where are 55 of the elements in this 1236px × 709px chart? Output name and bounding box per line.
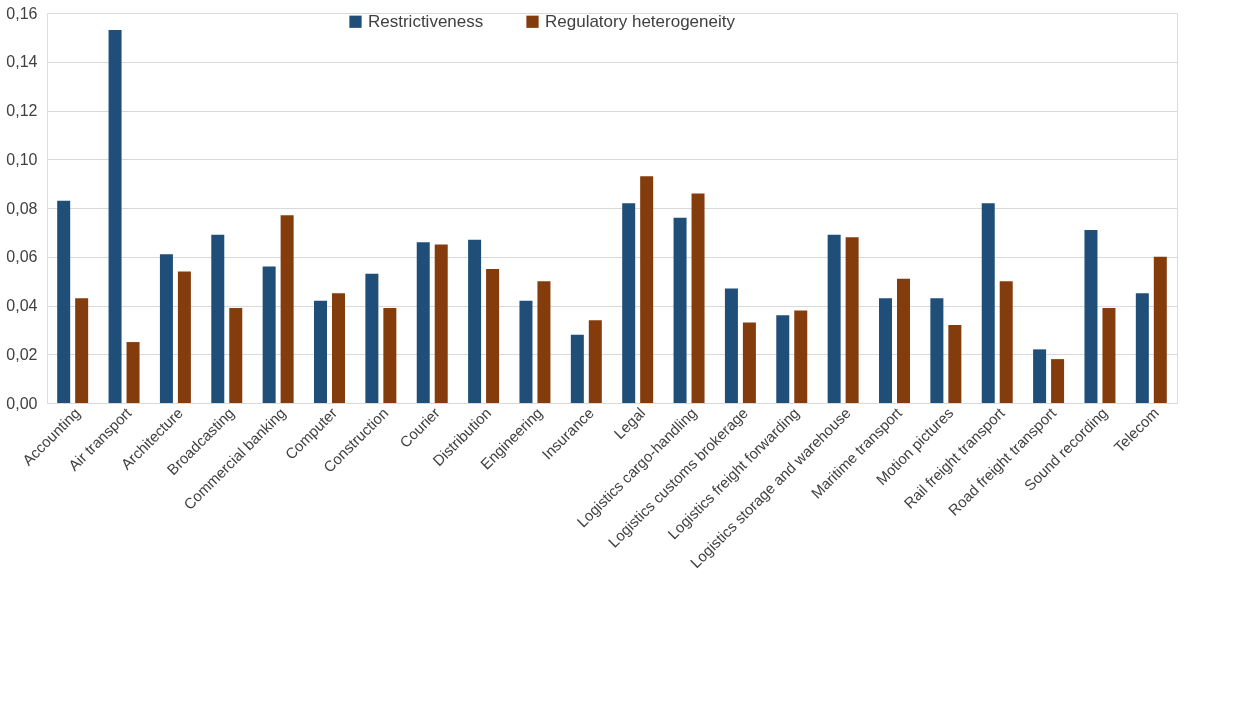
bar xyxy=(262,266,276,403)
legend-label: Restrictiveness xyxy=(368,11,484,31)
bar xyxy=(948,325,962,403)
bar xyxy=(108,30,122,403)
y-tick-label: 0,12 xyxy=(6,102,38,119)
bar xyxy=(486,268,500,403)
y-tick-label: 0,10 xyxy=(6,150,38,168)
bar xyxy=(468,239,482,403)
bar xyxy=(570,334,584,403)
bar xyxy=(416,242,430,403)
bar xyxy=(434,244,448,403)
bar xyxy=(331,293,345,403)
y-tick-label: 0,00 xyxy=(6,394,38,412)
bar xyxy=(673,217,687,403)
bar xyxy=(640,176,654,403)
bar xyxy=(691,193,705,403)
bar xyxy=(383,307,397,403)
bar xyxy=(229,307,243,403)
bar xyxy=(827,234,841,403)
legend-label: Regulatory heterogeneity xyxy=(545,11,736,31)
y-tick-label: 0,02 xyxy=(6,345,38,363)
bar xyxy=(930,298,944,403)
y-tick-label: 0,06 xyxy=(6,248,38,266)
bar xyxy=(519,300,533,403)
bar xyxy=(724,288,738,403)
bar xyxy=(126,342,140,403)
bar xyxy=(177,271,191,403)
bar xyxy=(280,215,294,403)
bar xyxy=(999,281,1013,403)
bar xyxy=(794,310,808,403)
bar xyxy=(75,298,89,403)
bar xyxy=(742,322,756,403)
bar xyxy=(365,273,379,403)
bar xyxy=(1033,349,1047,403)
bar xyxy=(1135,293,1149,403)
bar xyxy=(159,254,173,403)
bar xyxy=(981,203,995,403)
y-tick-label: 0,04 xyxy=(6,297,38,314)
bar xyxy=(1084,229,1098,403)
bar xyxy=(57,200,71,403)
y-tick-label: 0,08 xyxy=(6,199,38,217)
bar xyxy=(879,298,893,403)
bar xyxy=(314,300,328,403)
bar xyxy=(1102,307,1116,403)
bar xyxy=(211,234,225,403)
bar xyxy=(622,203,636,403)
bar xyxy=(588,320,602,403)
bar xyxy=(776,315,790,403)
bar xyxy=(537,281,551,403)
bar xyxy=(1051,359,1065,403)
y-tick-label: 0,16 xyxy=(6,4,38,22)
bar xyxy=(845,237,859,403)
y-tick-label: 0,14 xyxy=(6,53,38,71)
bar xyxy=(896,278,910,403)
bar xyxy=(1153,256,1167,403)
